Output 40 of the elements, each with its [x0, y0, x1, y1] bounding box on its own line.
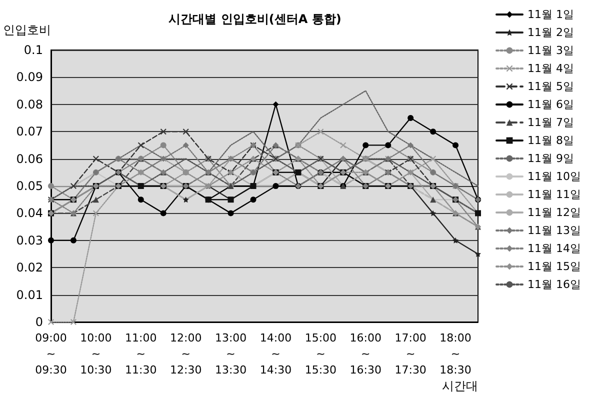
y-tick-label: 0.04 — [16, 206, 43, 220]
legend-label: 11월 9일 — [528, 152, 574, 165]
legend-label: 11월 6일 — [528, 98, 574, 111]
y-tick-label: 0.05 — [16, 179, 43, 193]
legend-label: 11월 12일 — [528, 206, 582, 219]
legend-label: 11월 16일 — [528, 278, 582, 291]
legend-label: 11월 3일 — [528, 44, 574, 57]
y-tick-label: 0.01 — [16, 288, 43, 302]
legend-label: 11월 2일 — [528, 26, 574, 39]
x-tick-label: 09:00 ~ 09:30 — [35, 332, 67, 376]
y-tick-label: 0.1 — [24, 43, 43, 57]
y-tick-label: 0.03 — [16, 233, 43, 248]
legend-label: 11월 8일 — [528, 134, 574, 147]
y-tick-label: 0.02 — [16, 260, 43, 275]
legend-label: 11월 15일 — [528, 260, 582, 273]
y-tick-label: 0.07 — [16, 124, 43, 139]
legend-label: 11월 13일 — [528, 224, 582, 237]
x-tick-label: 10:00 ~ 10:30 — [80, 332, 112, 376]
x-tick-label: 15:00 ~ 15:30 — [304, 332, 337, 376]
x-tick-label: 14:00 ~ 14:30 — [260, 332, 292, 376]
y-tick-label: 0.09 — [16, 70, 43, 84]
y-tick-label: 0.08 — [16, 97, 43, 112]
x-tick-label: 12:00 ~ 12:30 — [170, 332, 202, 376]
x-tick-label: 11:00 ~ 11:30 — [125, 332, 157, 376]
legend-label: 11월 14일 — [528, 242, 582, 255]
x-tick-label: 18:00 ~ 18:30 — [440, 332, 472, 376]
y-axis-title: 인입호비 — [3, 23, 51, 37]
y-tick-label: 0.06 — [16, 152, 43, 166]
x-tick-label: 13:00 ~ 13:30 — [214, 332, 247, 376]
legend-label: 11월 7일 — [528, 116, 574, 129]
legend-label: 11월 1일 — [528, 8, 574, 21]
x-tick-label: 17:00 ~ 17:30 — [394, 332, 426, 376]
y-tick-label: 0 — [35, 315, 43, 329]
legend-label: 11월 4일 — [528, 62, 574, 75]
x-tick-label: 16:00 ~ 16:30 — [350, 332, 382, 376]
legend-label: 11월 11일 — [528, 188, 582, 201]
chart-title: 시간대별 인입호비(센터A 통합) — [168, 12, 342, 26]
x-axis-title: 시간대 — [442, 379, 478, 393]
legend-label: 11월 10일 — [528, 170, 582, 183]
legend-label: 11월 5일 — [528, 80, 574, 93]
